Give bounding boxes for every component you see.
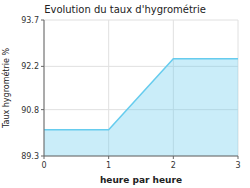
tick-label: 92.2 [21, 62, 39, 71]
chart-container: 89.3 90.8 92.2 93.7 0 1 2 3 Evolution du taux d'… [0, 0, 250, 188]
plot-area [44, 59, 238, 156]
grid-line [44, 20, 45, 156]
title: Evolution du taux d'hygrométrie [44, 4, 206, 15]
y-axis [44, 20, 45, 156]
grid-line [44, 20, 238, 21]
grid [44, 20, 238, 156]
line [44, 59, 238, 130]
tick-label: 0 [41, 161, 46, 170]
tick-label: 3 [235, 161, 240, 170]
grid-line [44, 156, 238, 157]
chart: 89.3 90.8 92.2 93.7 0 1 2 3 Evolution du taux d'… [0, 0, 250, 188]
y-label: Taux hygrométrie % [1, 48, 11, 130]
tick-label: 89.3 [21, 152, 39, 161]
x-axis [44, 156, 238, 157]
tick-label: 1 [106, 161, 111, 170]
tick-label: 2 [171, 161, 176, 170]
tick-label: 93.7 [21, 16, 39, 25]
area [44, 59, 238, 156]
x-label: heure par heure [100, 175, 182, 185]
tick-label: 90.8 [21, 106, 39, 115]
